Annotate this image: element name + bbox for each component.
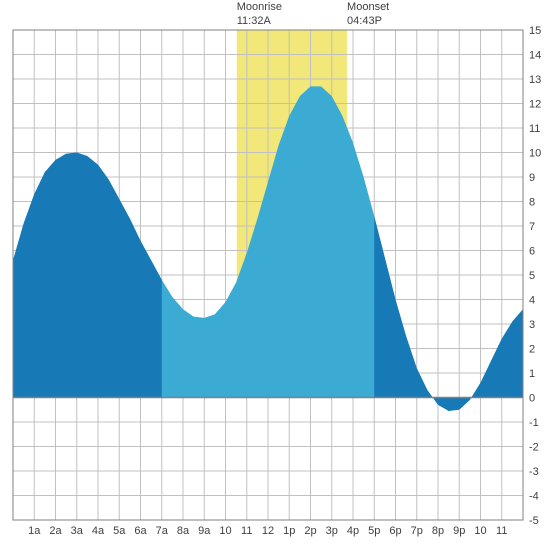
- chart-svg: 1a2a3a4a5a6a7a8a9a1011121p2p3p4p5p6p7p8p…: [0, 0, 550, 550]
- x-tick-label: 8a: [177, 525, 190, 537]
- x-tick-label: 6a: [134, 525, 147, 537]
- y-tick-label: 5: [529, 270, 535, 282]
- x-tick-label: 11: [496, 525, 507, 537]
- x-tick-label: 10: [474, 525, 486, 537]
- x-tick-label: 12: [262, 525, 274, 537]
- x-tick-label: 4a: [92, 525, 105, 537]
- x-tick-label: 4p: [347, 525, 359, 537]
- y-tick-label: 13: [529, 74, 541, 86]
- moonset-time: 04:43P: [347, 15, 382, 27]
- moonrise-time: 11:32A: [237, 15, 272, 27]
- y-tick-label: 1: [529, 368, 535, 380]
- y-tick-label: -3: [529, 466, 539, 478]
- moonrise-title: Moonrise: [237, 1, 282, 13]
- y-tick-label: 2: [529, 344, 535, 356]
- x-tick-label: 9a: [198, 525, 211, 537]
- x-tick-label: 11: [241, 525, 252, 537]
- tide-chart: 1a2a3a4a5a6a7a8a9a1011121p2p3p4p5p6p7p8p…: [0, 0, 550, 550]
- x-tick-label: 3p: [326, 525, 338, 537]
- y-tick-label: 7: [529, 221, 535, 233]
- x-tick-label: 5a: [113, 525, 126, 537]
- x-tick-label: 2a: [49, 525, 62, 537]
- y-tick-label: -2: [529, 442, 539, 454]
- y-tick-label: 9: [529, 172, 535, 184]
- y-tick-label: -5: [529, 515, 539, 527]
- y-tick-label: 8: [529, 197, 535, 209]
- x-tick-label: 6p: [389, 525, 401, 537]
- y-tick-label: -4: [529, 491, 539, 503]
- x-axis-labels: 1a 2a 3a 4a 5a 6a 7a 8a 9a 10 11 12 1p 2p 3p 4p 5p 6p 7p 8p…: [28, 525, 507, 537]
- x-tick-label: 1a: [28, 525, 41, 537]
- x-tick-label: 7a: [156, 525, 169, 537]
- y-tick-label: -1: [529, 417, 539, 429]
- moonset-title: Moonset: [347, 1, 389, 13]
- y-tick-label: 3: [529, 319, 535, 331]
- x-tick-label: 2p: [304, 525, 316, 537]
- y-tick-label: 15: [529, 25, 541, 37]
- y-tick-label: 10: [529, 148, 541, 160]
- y-tick-label: 12: [529, 99, 541, 111]
- x-tick-label: 10: [219, 525, 231, 537]
- x-tick-label: 5p: [368, 525, 380, 537]
- y-tick-label: 6: [529, 246, 535, 258]
- y-tick-label: 11: [529, 123, 540, 135]
- y-tick-label: 0: [529, 393, 535, 405]
- x-tick-label: 8p: [432, 525, 444, 537]
- x-tick-label: 7p: [411, 525, 423, 537]
- x-tick-label: 3a: [71, 525, 84, 537]
- y-tick-label: 4: [529, 295, 535, 307]
- y-tick-label: 14: [529, 50, 541, 62]
- x-tick-label: 9p: [453, 525, 465, 537]
- x-tick-label: 1p: [283, 525, 295, 537]
